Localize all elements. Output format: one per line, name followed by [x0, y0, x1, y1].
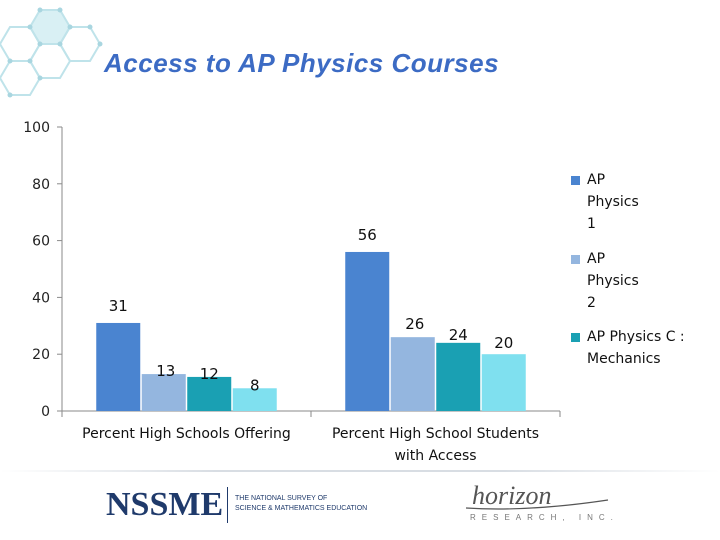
- legend-swatch: [571, 255, 580, 264]
- data-label: 12: [200, 365, 219, 383]
- x-axis: [61, 410, 561, 417]
- horizon-research-logo: horizon RESEARCH, INC.: [465, 482, 618, 522]
- x-category-label: Percent High Schools Offering: [82, 426, 291, 442]
- y-tick-label: 0: [41, 404, 50, 420]
- bar-chart: 0 20 40 60 80 100 31 13 12 8 56 26 24 20 Percent Hig…: [23, 120, 561, 464]
- bar: [390, 337, 435, 411]
- x-category-label: Percent High School Students: [332, 426, 539, 442]
- bar: [345, 251, 390, 411]
- bar: [141, 374, 186, 411]
- bar: [96, 322, 141, 411]
- chart-title: Access to AP Physics Courses: [104, 48, 500, 78]
- nssme-subtitle: THE NATIONAL SURVEY OF SCIENCE & MATHEMA…: [235, 494, 375, 514]
- y-tick-label: 80: [32, 177, 50, 193]
- x-category-labels: Percent High Schools Offering Percent Hig…: [82, 426, 539, 464]
- hexagon-pattern-decoration: [0, 7, 103, 98]
- y-tick-label: 100: [23, 120, 50, 136]
- data-label: 31: [109, 297, 128, 315]
- data-label: 26: [405, 315, 424, 333]
- bar: [436, 342, 481, 411]
- bar: [187, 376, 232, 411]
- y-axis: 0 20 40 60 80 100: [23, 120, 63, 420]
- legend-swatch: [571, 333, 580, 342]
- data-label: 24: [449, 326, 468, 344]
- y-tick-label: 60: [32, 234, 50, 250]
- data-label: 56: [358, 226, 377, 244]
- y-tick-label: 20: [32, 347, 50, 363]
- nssme-logo: NSSME: [106, 486, 224, 523]
- nssme-subtitle-line: THE NATIONAL SURVEY OF: [235, 495, 328, 502]
- logo-divider: [227, 487, 228, 523]
- x-category-label: with Access: [394, 448, 476, 464]
- data-label: 20: [494, 334, 513, 352]
- legend-label: AP Physics 2: [587, 251, 639, 311]
- horizon-logo-subtext: RESEARCH, INC.: [470, 513, 618, 522]
- data-label: 13: [156, 362, 175, 380]
- legend-swatch: [571, 176, 580, 185]
- bars: [96, 251, 526, 411]
- data-labels: 31 13 12 8 56 26 24 20: [109, 226, 514, 394]
- bar: [481, 354, 526, 411]
- horizon-logo-text: horizon: [472, 482, 551, 510]
- y-tick-label: 40: [32, 290, 50, 306]
- data-label: 8: [250, 376, 260, 394]
- legend-label: AP Physics 1: [587, 172, 639, 232]
- footer-divider: [0, 470, 720, 472]
- nssme-subtitle-line: SCIENCE & MATHEMATICS EDUCATION: [235, 505, 368, 512]
- legend-label: AP Physics C : Mechanics: [587, 329, 685, 367]
- bar: [232, 388, 277, 411]
